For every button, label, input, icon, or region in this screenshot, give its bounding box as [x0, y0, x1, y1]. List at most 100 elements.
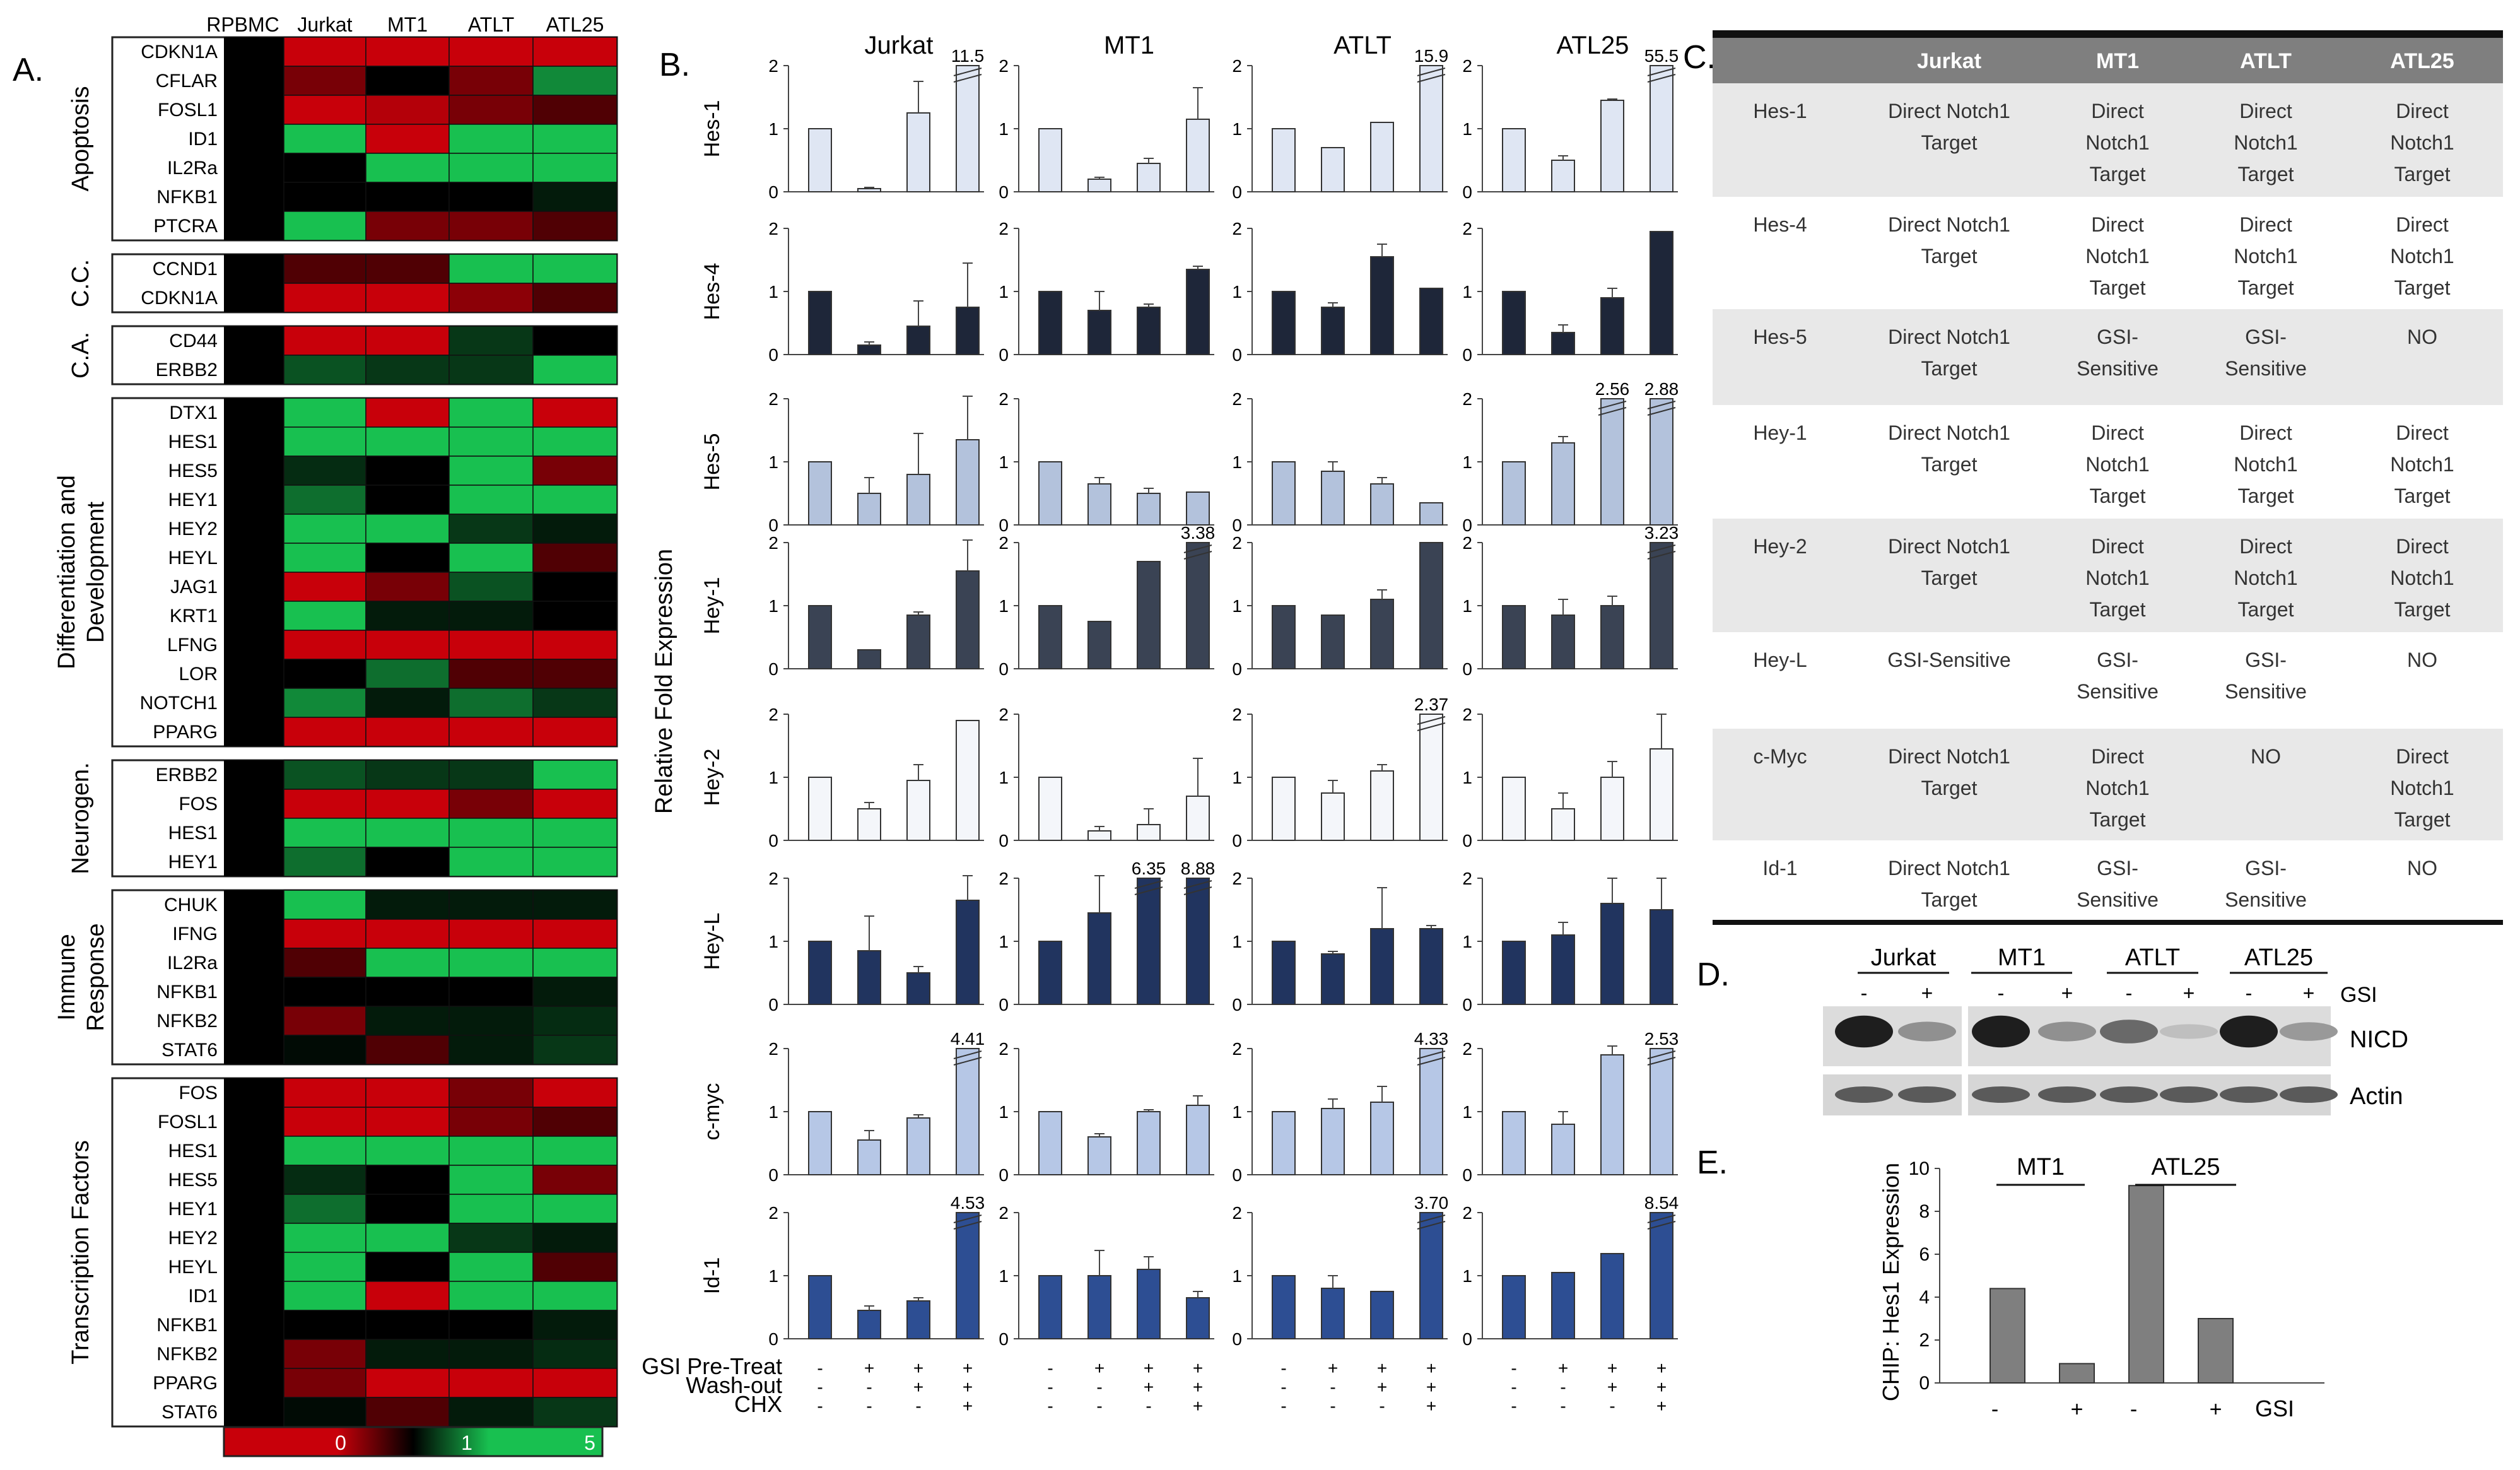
heatmap-cell [365, 182, 450, 212]
table-cell-text: Notch1 [2390, 453, 2454, 476]
bar-y-tick-label: 2 [1232, 219, 1242, 238]
heatmap-cell [365, 254, 450, 284]
bar [956, 439, 980, 526]
treatment-sign: - [1511, 1358, 1516, 1378]
bar [1272, 128, 1296, 192]
heatmap-gene-label: PPARG [153, 1373, 218, 1394]
table-cell-text: Target [2394, 485, 2451, 507]
bar-value-label: 4.33 [1414, 1029, 1449, 1049]
bar [1038, 461, 1062, 526]
heatmap-cell [448, 182, 534, 212]
treatment-sign: - [1047, 1377, 1053, 1397]
bar [1419, 714, 1443, 841]
heatmap-cell [448, 211, 534, 241]
heatmap-cell [532, 1006, 618, 1036]
blot-gsi-label: GSI [2340, 983, 2377, 1007]
blot-nicd-band [2160, 1024, 2218, 1039]
heatmap-cell [365, 659, 450, 689]
blot-lane-sign: - [2126, 982, 2133, 1004]
bar-y-tick-label: 2 [768, 705, 778, 724]
heatmap-cell [365, 688, 450, 718]
blot-cell-line-label: ATL25 [2244, 944, 2313, 971]
bar [808, 777, 832, 841]
table-cell-text: GSI- [2245, 857, 2287, 879]
table-header-cell: Jurkat [1917, 49, 1981, 73]
heatmap-cell [448, 456, 534, 486]
heatmap-group-label-line: C.A. [67, 332, 94, 379]
heatmap-cell [532, 1136, 618, 1166]
table-cell-text: Direct [2396, 100, 2449, 122]
table-cell-text: NO [2407, 649, 2437, 671]
bar [906, 326, 930, 355]
heatmap-cell [448, 283, 534, 313]
table-bottom-rule [1713, 920, 2503, 925]
heatmap-cell [532, 1252, 618, 1282]
bar-subplot: 0 1 2 [1232, 389, 1448, 535]
heatmap-gene-label: HEY1 [168, 1199, 218, 1220]
heatmap-cell [365, 1107, 450, 1137]
heatmap-cell [448, 977, 534, 1007]
blot-cell-line-label: Jurkat [1871, 944, 1937, 971]
heatmap-cell [283, 572, 366, 602]
treatment-sign: - [1330, 1396, 1335, 1416]
heatmap-gene-label: JAG1 [170, 577, 218, 597]
heatmap-cell [283, 514, 366, 544]
bar [1087, 912, 1111, 1005]
bar [1650, 542, 1673, 669]
treatment-label: CHX [734, 1391, 782, 1417]
table-row-shade [1713, 519, 2503, 632]
axis-break-mark [1417, 722, 1446, 731]
bar-y-tick-label: 1 [1462, 1266, 1472, 1286]
bar-y-tick-label: 0 [1232, 1329, 1242, 1349]
axis-break-mark [1647, 544, 1676, 553]
treatment-sign: + [1193, 1396, 1203, 1416]
heatmap-cell [532, 659, 618, 689]
heatmap-group-label-line: Neurogen. [67, 762, 94, 874]
treatment-sign: + [1094, 1358, 1105, 1378]
treatment-sign: - [1379, 1396, 1385, 1416]
heatmap-cell [532, 95, 618, 125]
bar [1186, 542, 1210, 669]
bar-y-tick-label: 2 [1232, 705, 1242, 724]
heatmap-cell [532, 1194, 618, 1224]
table-row-gene: Hey-1 [1753, 421, 1807, 444]
bar-y-tick-label: 0 [768, 831, 778, 850]
heatmap-cell [448, 948, 534, 978]
bar-y-tick-label: 2 [999, 533, 1009, 553]
heatmap-gene-label: HEY1 [168, 852, 218, 873]
bar-y-tick-label: 2 [1462, 705, 1472, 724]
bar-subplot: 0 1 2 [1462, 219, 1678, 365]
heatmap-cell [283, 426, 366, 457]
bar [1186, 1105, 1210, 1175]
axis-break-mark [1417, 1214, 1446, 1223]
bar-value-label: 15.9 [1414, 46, 1449, 66]
heatmap-cell [532, 543, 618, 573]
heatmap-gene-label: NFKB1 [156, 187, 218, 208]
chip-y-tick-label: 8 [1919, 1201, 1930, 1222]
heatmap-cell [448, 890, 534, 920]
table-cell-text: Target [2090, 276, 2146, 299]
bar [1186, 269, 1210, 355]
heatmap-cell [365, 572, 450, 602]
heatmap-group-label: Differentiation and Development [54, 475, 109, 669]
heatmap-cell [365, 124, 450, 154]
table-cell-text: GSI- [2097, 649, 2138, 671]
treatment-sign: - [817, 1358, 823, 1378]
bar-subplot: 0 1 2 3.23 [1462, 523, 1679, 679]
axis-break-mark [1647, 401, 1676, 409]
table-cell-text: Sensitive [2077, 357, 2159, 380]
heatmap-cell [448, 1078, 534, 1108]
heatmap-cell [283, 1107, 366, 1137]
table-row-gene: Hes-4 [1753, 213, 1807, 236]
bar-y-tick-label: 1 [1462, 1102, 1472, 1122]
bar [1650, 748, 1673, 841]
bar-subplot: 0 1 2 [1462, 705, 1678, 850]
table-cell-text: Target [1921, 357, 1978, 380]
bar-row-label: Hes-5 [700, 433, 724, 491]
heatmap-cell [448, 688, 534, 718]
heatmap-gene-label: HES5 [168, 461, 218, 481]
heatmap-gene-label: CDKN1A [141, 42, 218, 62]
bar [1038, 941, 1062, 1005]
table-cell-text: Direct [2239, 213, 2292, 236]
bar-value-label: 6.35 [1132, 859, 1166, 878]
